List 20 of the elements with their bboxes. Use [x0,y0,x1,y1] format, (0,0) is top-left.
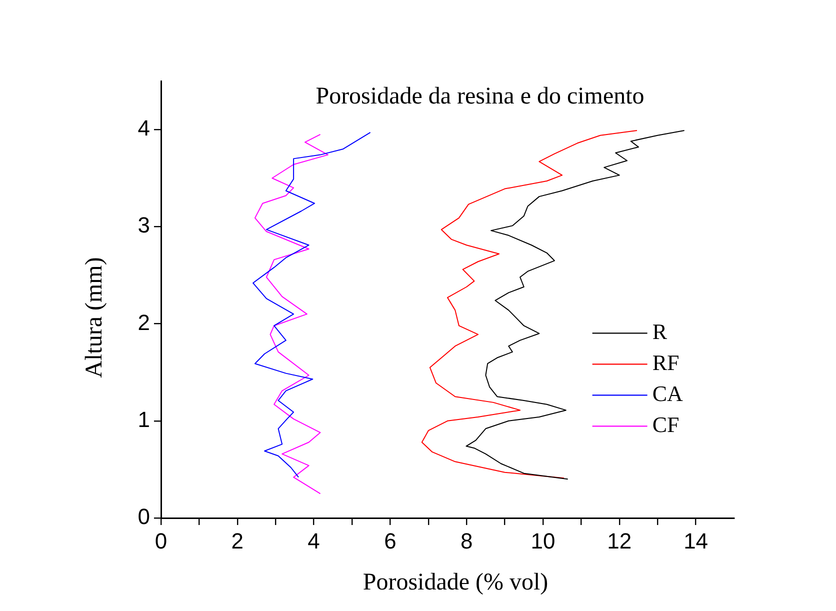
x-tick-label: 14 [684,528,708,554]
legend-label: RF [652,350,680,375]
x-tick-label: 6 [384,528,396,554]
chart-title: Porosidade da resina e do cimento [316,83,644,110]
legend-label: R [652,318,668,344]
x-axis-title: Porosidade (% vol) [362,569,548,596]
y-tick-label: 1 [138,406,150,432]
x-tick-label: 8 [460,528,473,554]
x-tick-label: 2 [231,528,244,554]
x-tick-label: 10 [530,528,556,554]
y-tick-label: 4 [138,116,150,141]
x-tick-label: 12 [607,528,632,554]
y-tick-label: 3 [138,212,150,238]
y-tick-label: 2 [138,310,150,335]
x-tick-label: 4 [308,528,320,554]
y-tick-label: 0 [138,504,150,530]
legend-label: CA [652,380,683,406]
y-axis-title: Altura (mm) [81,257,108,378]
x-tick-label: 0 [154,528,168,554]
legend-label: CF [652,412,680,437]
